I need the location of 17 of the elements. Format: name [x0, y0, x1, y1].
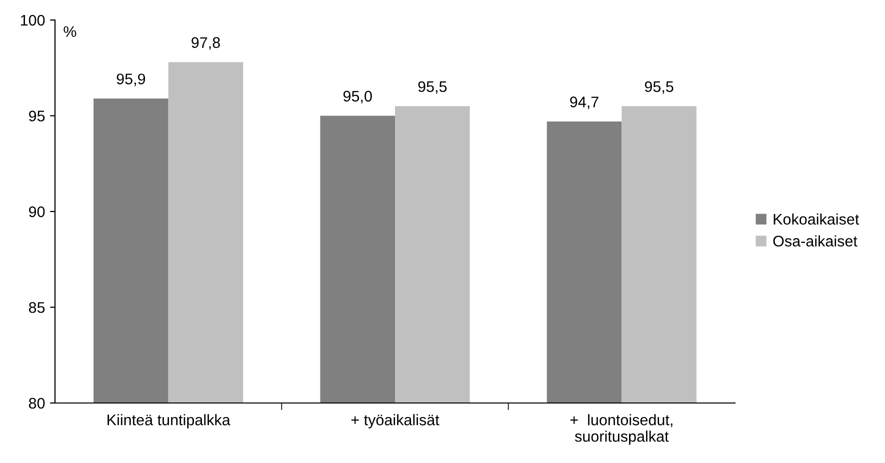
y-tick-label: 90	[29, 206, 45, 218]
y-tick-label: 80	[28, 398, 45, 409]
x-tick-label: Kiinteä tuntipalkka	[108, 414, 230, 428]
y-axis-title: %	[64, 26, 76, 37]
y-tick-label: 85	[28, 302, 45, 313]
legend-label: Kokoaikaiset	[774, 213, 860, 225]
data-label: 95,5	[418, 81, 447, 94]
x-tick-label: + luontoisedut, suorituspalkat	[570, 414, 672, 445]
x-tick-label: + työaikalisät	[351, 414, 440, 428]
data-label: 95,5	[644, 81, 674, 94]
legend-label: Osa-aikaiset	[773, 235, 858, 247]
data-label: 94,7	[570, 96, 598, 110]
data-label: 95,9	[116, 74, 146, 86]
y-tick-label: 100	[20, 14, 45, 26]
data-label: 97,8	[192, 37, 220, 50]
y-tick-label: 95	[29, 110, 45, 122]
data-label: 95,0	[343, 90, 372, 104]
